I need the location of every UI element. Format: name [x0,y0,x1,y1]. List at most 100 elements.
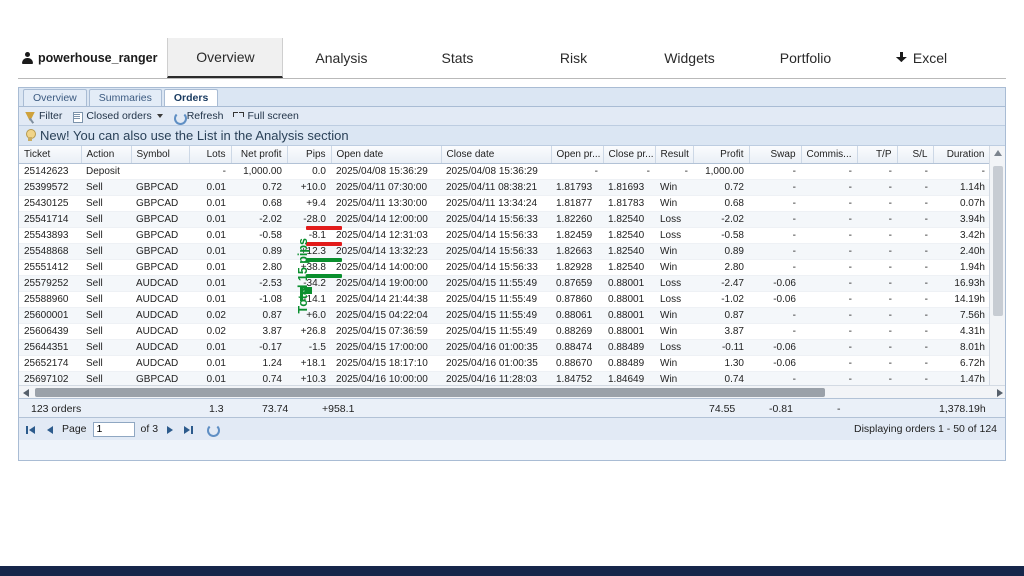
table-row[interactable]: 25399572 Sell GBPCAD 0.01 0.72 +10.0 2025/04/1… [19,179,990,196]
table-row[interactable]: 25548868 Sell GBPCAD 0.01 0.89 +12.3 2025/04/1… [19,243,990,260]
col-ticket[interactable]: Ticket [19,146,82,164]
account-name[interactable]: powerhouse_ranger [18,38,167,78]
table-row[interactable]: 25588960 Sell AUDCAD 0.01 -1.08 -14.1 2025/04/… [19,291,990,308]
table-row[interactable]: 25543893 Sell GBPCAD 0.01 -0.58 -8.1 2025/04/1… [19,227,990,244]
tab-overview-label: Overview [196,49,255,65]
scroll-up-icon[interactable] [994,150,1002,156]
cell-tp: - [857,323,897,340]
table-row[interactable]: 25579252 Sell AUDCAD 0.01 -2.53 -34.2 2025/04/… [19,275,990,292]
col-result[interactable]: Result [655,146,694,164]
col-sl[interactable]: S/L [897,146,934,164]
col-symbol[interactable]: Symbol [131,146,190,164]
panel-tab-summaries[interactable]: Summaries [88,89,162,106]
refresh-icon [173,111,187,125]
cell-open-date: 2025/04/16 10:00:00 [331,371,441,388]
cell-ticket: 25541714 [19,211,81,228]
table-row[interactable]: 25142623 Deposit -1,000.00 0.0 2025/04/08 15… [19,163,990,180]
tab-widgets[interactable]: Widgets [631,38,747,78]
closed-orders-dropdown[interactable]: Closed orders [72,110,163,123]
tab-stats[interactable]: Stats [399,38,515,78]
cell-action: Sell [81,243,131,260]
horizontal-scrollbar[interactable] [19,385,1005,398]
cell-pips: -28.0 [287,211,331,228]
previous-page-button[interactable] [43,423,56,436]
table-row[interactable]: 25551412 Sell GBPCAD 0.01 2.80 +38.8 2025/04/1… [19,259,990,276]
col-open-price[interactable]: Open pr... [551,146,604,164]
cell-swap: - [749,163,801,180]
col-profit[interactable]: Profit [693,146,750,164]
cell-sl: - [897,211,933,228]
first-page-button[interactable] [24,423,37,436]
cell-tp: - [857,275,897,292]
vertical-scroll-thumb[interactable] [993,166,1003,316]
col-action[interactable]: Action [81,146,132,164]
panel-tab-orders[interactable]: Orders [163,89,219,106]
cell-action: Sell [81,371,131,388]
col-open-date[interactable]: Open date [331,146,442,164]
cell-tp: - [857,291,897,308]
vertical-scrollbar[interactable] [989,146,1005,398]
last-page-button[interactable] [183,423,196,436]
page-input[interactable] [92,421,135,437]
filter-button[interactable]: Filter [25,110,62,122]
table-row[interactable]: 25600001 Sell AUDCAD 0.02 0.87 +6.0 2025/04/15… [19,307,990,324]
pager-refresh-icon[interactable] [206,423,221,437]
cell-action: Sell [81,291,131,308]
export-excel-button[interactable]: Excel [863,38,979,78]
col-swap[interactable]: Swap [749,146,802,164]
cell-close-date: 2025/04/14 15:56:33 [441,243,551,260]
summary-net-profit: 73.74 [262,403,289,415]
cell-open-date: 2025/04/14 13:32:23 [331,243,441,260]
cell-open-price: 1.82663 [551,243,603,260]
cell-profit: 1.30 [693,355,749,372]
scroll-left-icon[interactable] [23,389,29,397]
col-duration[interactable]: Duration [933,146,991,164]
cell-action: Sell [81,355,131,372]
horizontal-scroll-thumb[interactable] [35,388,825,397]
col-pips[interactable]: Pips [287,146,332,164]
tab-overview[interactable]: Overview [167,38,284,78]
cell-tp: - [857,355,897,372]
col-close-price[interactable]: Close pr... [603,146,656,164]
lightbulb-icon [24,129,36,142]
tab-portfolio[interactable]: Portfolio [747,38,863,78]
cell-close-date: 2025/04/15 11:55:49 [441,291,551,308]
col-net-profit[interactable]: Net profit [231,146,288,164]
orders-toolbar: Filter Closed orders Refresh Full screen [19,107,1005,126]
cell-commission: - [801,291,857,308]
cell-commission: - [801,323,857,340]
cell-close-date: 2025/04/15 11:55:49 [441,323,551,340]
table-row[interactable]: 25430125 Sell GBPCAD 0.01 0.68 +9.4 2025/04/11… [19,195,990,212]
table-row[interactable]: 25606439 Sell AUDCAD 0.02 3.87 +26.8 2025/04/1… [19,323,990,340]
tab-analysis[interactable]: Analysis [283,38,399,78]
tab-risk[interactable]: Risk [515,38,631,78]
cell-duration: 1.47h [933,371,990,388]
cell-close-price: 0.88489 [603,339,655,356]
cell-duration: 7.56h [933,307,990,324]
table-row[interactable]: 25697102 Sell GBPCAD 0.01 0.74 +10.3 2025/04/1… [19,371,990,388]
col-lots[interactable]: Lots [189,146,232,164]
cell-result: Loss [655,291,693,308]
col-tp[interactable]: T/P [857,146,898,164]
refresh-button[interactable]: Refresh [173,110,224,125]
full-screen-button[interactable]: Full screen [233,110,299,122]
cell-net-profit: 1.24 [231,355,287,372]
table-row[interactable]: 25541714 Sell GBPCAD 0.01 -2.02 -28.0 2025/04/… [19,211,990,228]
cell-open-price: 0.88670 [551,355,603,372]
next-page-button[interactable] [164,423,177,436]
cell-result: Loss [655,227,693,244]
col-commission[interactable]: Commis... [801,146,858,164]
table-row[interactable]: 25652174 Sell AUDCAD 0.01 1.24 +18.1 2025/04/1… [19,355,990,372]
panel-tab-overview[interactable]: Overview [23,89,87,106]
document-icon [72,111,84,123]
cell-pips: +10.0 [287,179,331,196]
cell-close-price: 1.81693 [603,179,655,196]
col-close-date[interactable]: Close date [441,146,552,164]
table-row[interactable]: 25644351 Sell AUDCAD 0.01 -0.17 -1.5 2025/04/1… [19,339,990,356]
scroll-right-icon[interactable] [997,389,1003,397]
cell-close-date: 2025/04/16 01:00:35 [441,355,551,372]
refresh-label: Refresh [186,110,224,122]
page-label: Page [62,423,87,435]
cell-tp: - [857,211,897,228]
